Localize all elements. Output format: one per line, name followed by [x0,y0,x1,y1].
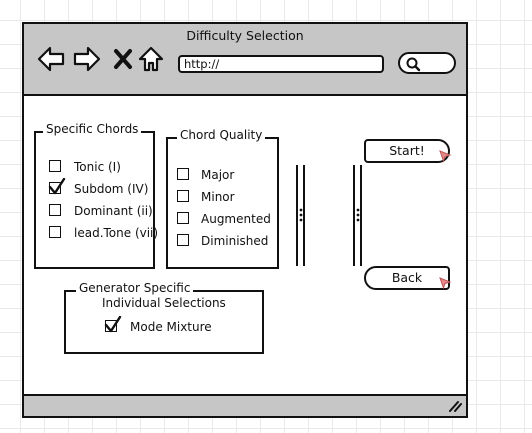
resize-grip-icon[interactable] [448,400,462,412]
scroll-grip-icon [356,208,359,222]
start-button-label: Start! [389,143,425,158]
checkbox-tonic[interactable] [49,160,61,172]
vertical-scrollbar[interactable] [296,165,305,266]
search-input[interactable] [398,52,456,74]
checkbox-major[interactable] [177,168,189,180]
checkbox-minor[interactable] [177,190,189,202]
cursor-icon [439,277,452,290]
url-input[interactable]: http:// [178,55,384,73]
window-title: Difficulty Selection [186,28,304,43]
checkbox-augmented[interactable] [177,212,189,224]
specific-chords-group [34,131,155,269]
home-icon[interactable] [136,44,166,74]
checkbox-subdom[interactable] [48,178,66,195]
checkbox-diminished[interactable] [177,234,189,246]
option-label: Subdom (IV) [74,182,149,196]
generator-specific-title: Generator Specific [76,281,194,295]
checkbox-mode-mixture[interactable] [104,316,122,333]
option-label: Dominant (ii) [74,204,153,218]
back-button[interactable]: Back [364,266,452,290]
individual-selections-label: Individual Selections [102,296,226,310]
arrow-left-icon[interactable] [36,44,66,74]
option-label: Diminished [201,234,269,248]
checkmark-icon [48,178,66,195]
close-icon[interactable] [108,44,138,74]
status-bar [24,394,466,416]
vertical-scrollbar[interactable] [353,165,362,266]
specific-chords-title: Specific Chords [43,122,142,136]
option-label: Tonic (I) [74,160,121,174]
checkmark-icon [104,316,122,333]
checkbox-leading-tone[interactable] [49,226,61,238]
cursor-icon [439,150,452,163]
chord-quality-title: Chord Quality [177,128,266,142]
title-bar: Difficulty Selection http:// [24,24,466,96]
arrow-right-icon[interactable] [72,44,102,74]
checkbox-dominant[interactable] [49,204,61,216]
back-button-label: Back [391,270,423,285]
option-label: Mode Mixture [130,320,212,334]
start-button[interactable]: Start! [364,139,452,163]
scroll-grip-icon [299,208,302,222]
option-label: Major [201,168,235,182]
option-label: Augmented [201,212,271,226]
browser-window: Difficulty Selection http:// Specific Ch… [22,22,468,418]
search-icon [406,57,421,72]
option-label: lead.Tone (vii) [74,226,159,240]
option-label: Minor [201,190,235,204]
